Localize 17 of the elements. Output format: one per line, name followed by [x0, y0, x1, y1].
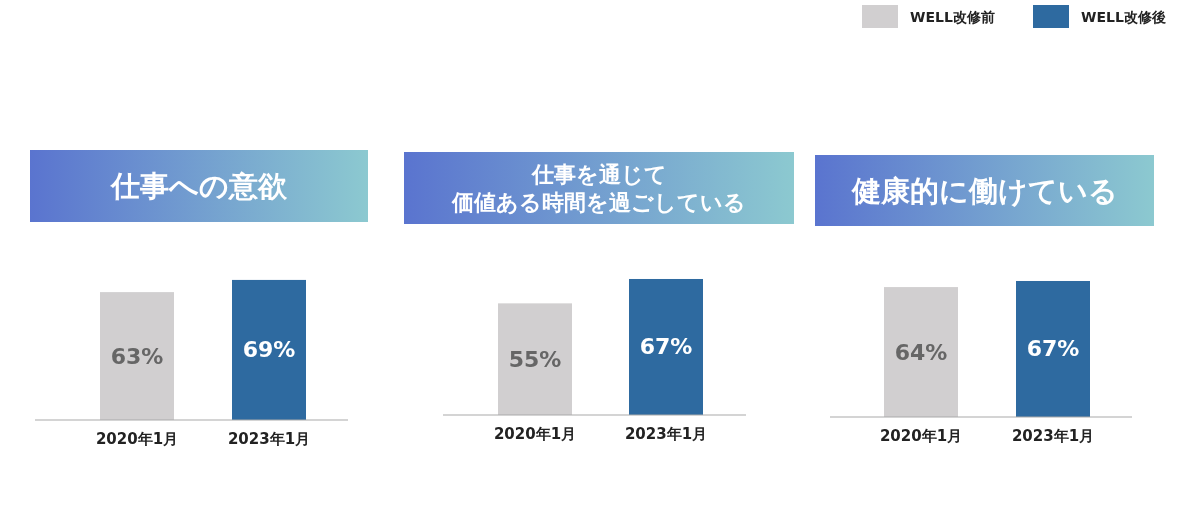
data-label: 64%	[894, 339, 948, 365]
data-label: 55%	[508, 346, 562, 372]
x-tick-label: 2020年1月	[879, 427, 963, 445]
x-tick-label: 2023年1月	[227, 430, 311, 448]
legend-label: WELL改修後	[1081, 9, 1166, 25]
chart-title: 仕事を通じて価値ある時間を過ごしている	[451, 161, 746, 216]
chart-title: 健康的に働けている	[850, 173, 1118, 208]
data-label: 67%	[1026, 336, 1080, 362]
chart-title: 仕事への意欲	[109, 169, 288, 204]
data-label: 69%	[242, 337, 296, 363]
data-label: 63%	[110, 343, 164, 369]
data-label: 67%	[639, 334, 693, 360]
x-tick-label: 2020年1月	[95, 430, 179, 448]
x-tick-label: 2023年1月	[1011, 427, 1095, 445]
legend-label: WELL改修前	[910, 9, 995, 25]
x-tick-label: 2020年1月	[493, 425, 577, 443]
x-tick-label: 2023年1月	[624, 425, 708, 443]
